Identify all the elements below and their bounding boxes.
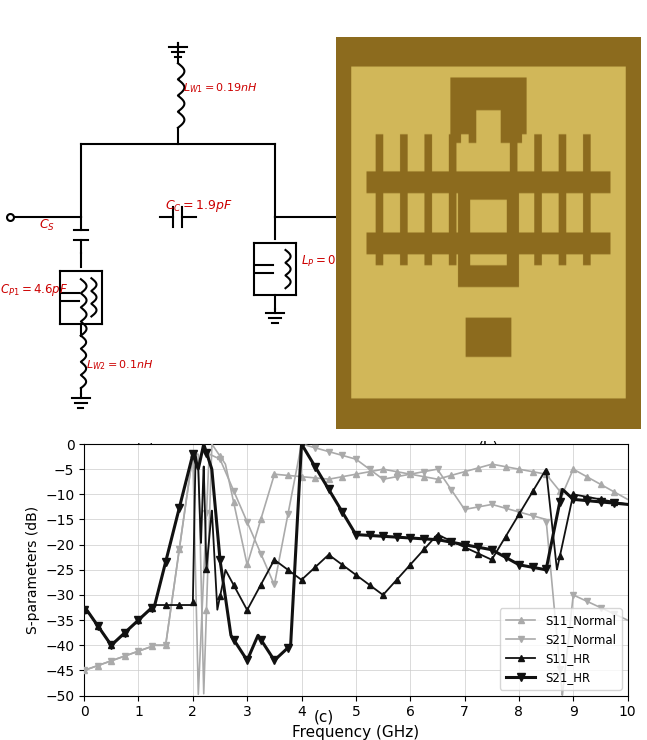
S11_Normal — [608, 486, 616, 495]
Line: S21_HR: S21_HR — [80, 440, 631, 665]
S21_HR — [80, 605, 88, 614]
S21_HR — [345, 519, 353, 528]
S21_HR — [108, 640, 116, 649]
S21_Normal — [345, 453, 353, 462]
S21_HR — [270, 656, 278, 665]
S21_Normal — [608, 608, 616, 617]
Text: $L_{W2}=0.1nH$: $L_{W2}=0.1nH$ — [85, 358, 153, 371]
Y-axis label: S-parameters (dB): S-parameters (dB) — [26, 505, 39, 634]
S11_Normal — [80, 666, 88, 675]
S11_HR — [624, 500, 631, 509]
Text: (b): (b) — [477, 441, 499, 456]
Legend: S11_Normal, S21_Normal, S11_HR, S21_HR: S11_Normal, S21_Normal, S11_HR, S21_HR — [500, 608, 622, 690]
S11_HR — [108, 640, 116, 649]
Line: S21_Normal: S21_Normal — [81, 440, 631, 699]
S21_HR — [298, 440, 305, 448]
S11_Normal — [509, 463, 516, 472]
S21_HR — [624, 500, 631, 509]
S21_Normal — [298, 440, 305, 448]
S11_Normal — [200, 690, 208, 699]
S11_HR — [345, 565, 353, 574]
S21_Normal — [509, 505, 516, 514]
S21_HR — [608, 499, 616, 508]
S21_Normal — [608, 608, 616, 617]
S21_HR — [331, 494, 338, 503]
Line: S11_Normal: S11_Normal — [81, 440, 631, 697]
Text: $L_{W1}=0.19nH$: $L_{W1}=0.19nH$ — [183, 81, 258, 95]
S11_HR — [80, 605, 88, 614]
S21_HR — [608, 499, 616, 508]
S11_Normal — [345, 471, 353, 480]
S11_HR — [331, 554, 338, 563]
Text: $C_{P1}=4.6pF$: $C_{P1}=4.6pF$ — [0, 282, 68, 298]
Text: (a): (a) — [135, 443, 156, 458]
Text: $C_S$: $C_S$ — [39, 218, 55, 233]
S21_HR — [509, 556, 516, 565]
Text: $C_C=1.9pF$: $C_C=1.9pF$ — [165, 198, 233, 214]
S11_HR — [608, 497, 616, 506]
S21_Normal — [80, 666, 88, 675]
S21_Normal — [108, 656, 116, 665]
S21_Normal — [331, 448, 338, 457]
S11_Normal — [208, 440, 215, 448]
S11_Normal — [331, 474, 338, 482]
X-axis label: Frequency (GHz): Frequency (GHz) — [292, 725, 419, 740]
Line: S11_HR: S11_HR — [81, 451, 631, 649]
S11_HR — [509, 520, 516, 529]
Text: $L_P=0.48nH$: $L_P=0.48nH$ — [301, 254, 371, 269]
S11_HR — [608, 497, 616, 506]
S11_Normal — [108, 656, 116, 665]
S11_HR — [107, 641, 115, 650]
S11_HR — [192, 450, 199, 459]
Text: (c): (c) — [313, 710, 334, 724]
S11_Normal — [624, 495, 631, 504]
S21_Normal — [558, 691, 566, 700]
S21_Normal — [624, 616, 631, 625]
S11_Normal — [608, 486, 616, 495]
